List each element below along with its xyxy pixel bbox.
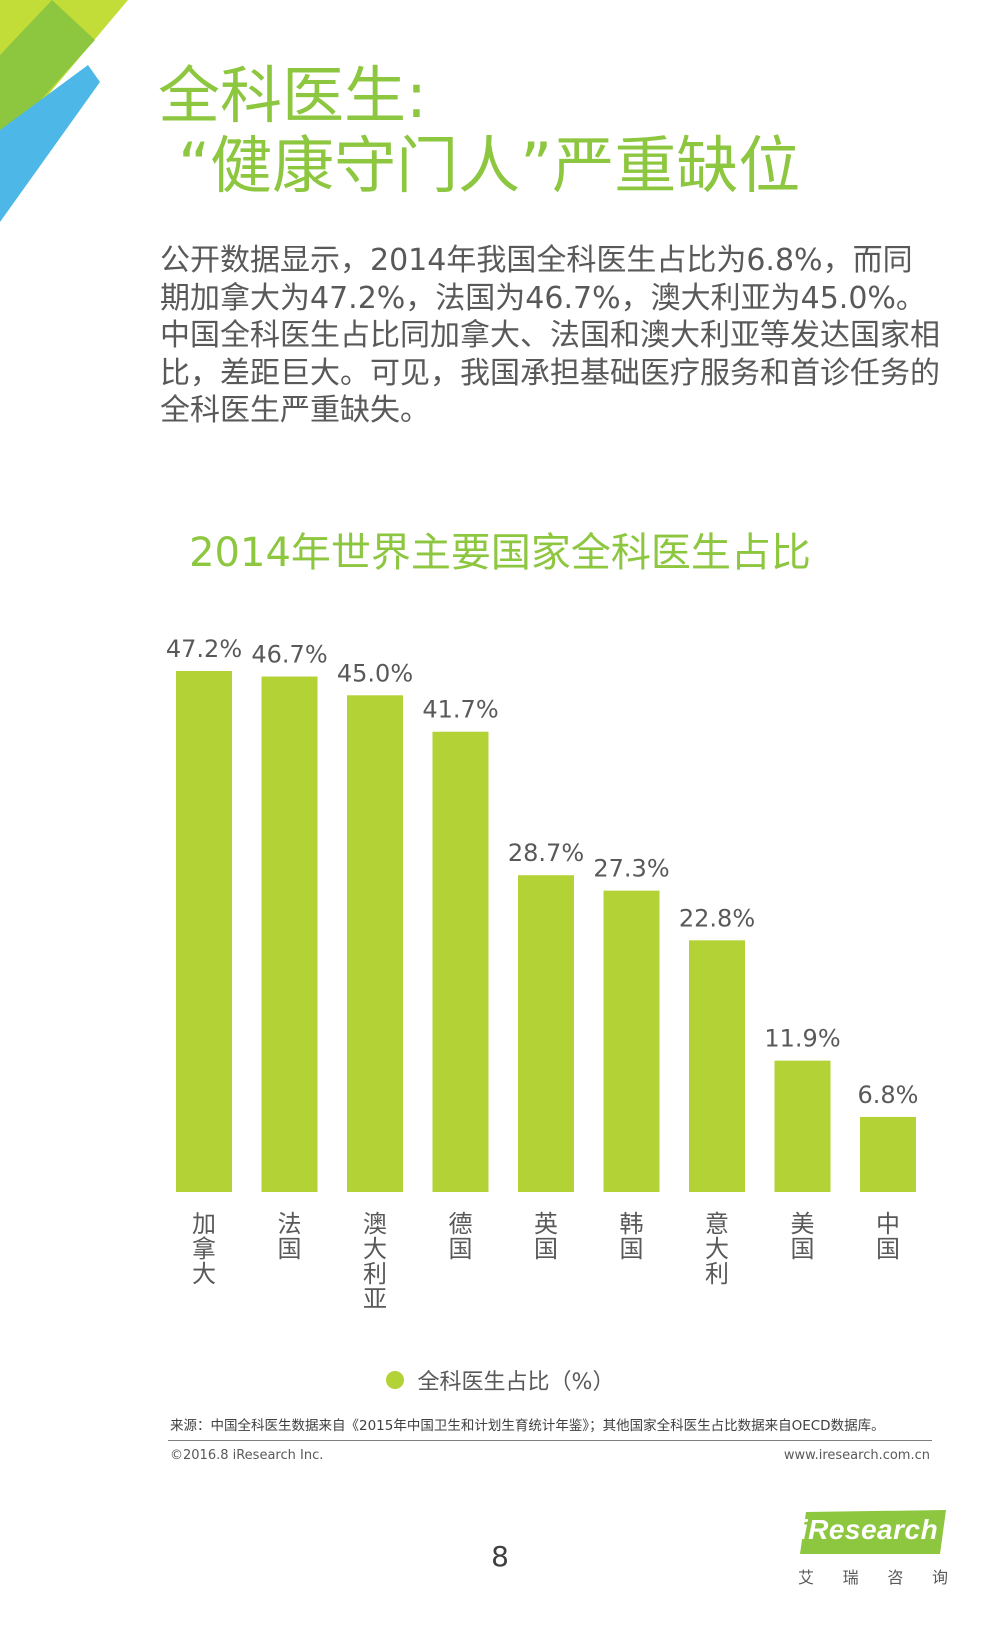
value-label-5: 28.7% bbox=[508, 839, 584, 867]
logo-badge bbox=[800, 1510, 946, 1554]
legend-marker bbox=[385, 1371, 404, 1389]
corner-decoration bbox=[0, 0, 128, 222]
category-label-3: 澳大利亚 bbox=[363, 1210, 387, 1313]
value-label-3: 45.0% bbox=[337, 659, 413, 687]
category-label-6: 韩国 bbox=[620, 1210, 644, 1263]
value-label-2: 46.7% bbox=[251, 641, 327, 669]
bar-7 bbox=[689, 940, 745, 1192]
intro-paragraph: 公开数据显示，2014年我国全科医生占比为6.8%，而同期加拿大为47.2%，法… bbox=[160, 243, 940, 428]
source-note: 来源：中国全科医生数据来自《2015年中国卫生和计划生育统计年鉴》；其他国家全科… bbox=[170, 1418, 885, 1434]
logo-subtitle-char: 询 bbox=[931, 1568, 948, 1587]
bar-9 bbox=[860, 1116, 916, 1192]
iresearch-logo: iResearch 艾 瑞 咨 询 bbox=[792, 1510, 952, 1590]
value-label-7: 22.8% bbox=[679, 904, 755, 932]
bar-chart: 47.2% 46.7% 45.0% 41.7% 28.7% 27.3% 22.8% 11.9%… bbox=[166, 635, 919, 1313]
value-label-4: 41.7% bbox=[422, 696, 498, 724]
bar-2 bbox=[261, 676, 318, 1192]
bar-6 bbox=[603, 890, 660, 1192]
category-label-5: 英国 bbox=[534, 1210, 558, 1263]
footer-divider bbox=[168, 1440, 932, 1441]
copyright-text: ©2016.8 iResearch Inc. bbox=[170, 1448, 324, 1463]
chart-category-labels: 加拿大 法国 澳大利亚 德国 英国 韩国 意大利 美国 中国 bbox=[192, 1210, 900, 1313]
value-label-9: 6.8% bbox=[858, 1081, 919, 1109]
bar-8 bbox=[774, 1060, 831, 1192]
page-title-line-1: 全科医生: bbox=[158, 59, 427, 132]
bar-3 bbox=[347, 695, 403, 1192]
value-label-8: 11.9% bbox=[764, 1025, 840, 1053]
bar-5 bbox=[518, 875, 574, 1192]
bar-4 bbox=[432, 731, 489, 1192]
chart-legend: 全科医生占比（%） bbox=[0, 1364, 1000, 1396]
legend-label: 全科医生占比（%） bbox=[417, 1370, 615, 1395]
chart-bars bbox=[176, 671, 916, 1192]
category-label-9: 中国 bbox=[876, 1210, 900, 1263]
category-label-4: 德国 bbox=[449, 1210, 473, 1263]
bar-1 bbox=[176, 671, 232, 1192]
logo-subtitle-char: 瑞 bbox=[842, 1568, 859, 1587]
chart-value-labels: 47.2% 46.7% 45.0% 41.7% 28.7% 27.3% 22.8% 11.9%… bbox=[166, 635, 919, 1109]
value-label-1: 47.2% bbox=[166, 635, 242, 663]
logo-wordmark: iResearch bbox=[799, 1514, 939, 1545]
website-text: www.iresearch.com.cn bbox=[783, 1448, 930, 1463]
category-label-7: 意大利 bbox=[705, 1210, 729, 1288]
page-title-line-2: “健康守门人”严重缺位 bbox=[178, 129, 801, 202]
chart-title: 2014年世界主要国家全科医生占比 bbox=[189, 530, 811, 576]
logo-subtitle-char: 咨 bbox=[887, 1568, 904, 1587]
category-label-8: 美国 bbox=[791, 1210, 815, 1263]
logo-subtitle-char: 艾 bbox=[798, 1568, 815, 1587]
logo-subtitle: 艾 瑞 咨 询 bbox=[798, 1564, 948, 1588]
category-label-2: 法国 bbox=[278, 1210, 302, 1263]
category-label-1: 加拿大 bbox=[192, 1210, 216, 1288]
page-number: 8 bbox=[491, 1540, 509, 1573]
value-label-6: 27.3% bbox=[593, 855, 669, 883]
